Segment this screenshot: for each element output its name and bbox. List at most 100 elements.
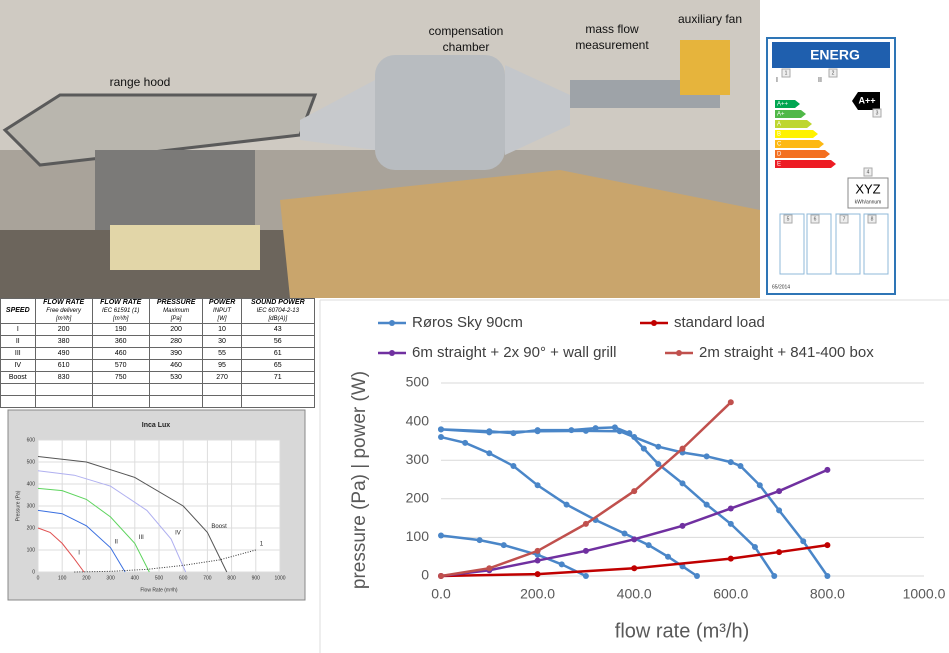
workbench [280,170,760,298]
number-box [810,214,820,224]
data-point [582,520,589,527]
table-cell: 71 [240,371,316,384]
series-label: II [115,539,119,545]
data-point [616,428,623,435]
table-cell: 360 [91,335,150,348]
photo-label: auxiliary fan [678,12,742,26]
regulation: 65/2014 [772,284,790,290]
data-point [563,501,570,508]
series-line [74,549,256,573]
data-point [534,571,541,578]
icon-box [835,213,861,275]
series-line [37,487,150,573]
energy-class-bar [775,110,806,118]
duct-cone [300,80,375,150]
legend-label: 6m straight + 2x 90° + wall grill [412,344,616,361]
data-point [737,462,744,469]
number-box [872,108,882,118]
table-cell: I [0,323,36,336]
data-point [438,573,444,579]
data-point [486,450,493,457]
series-label: Boost [211,524,227,530]
series-line [440,468,828,578]
energy-class: A [777,122,781,128]
series-line [37,509,126,573]
duct-cone [505,65,570,155]
table-cell: III [0,347,36,360]
data-point [703,453,710,460]
data-point [500,542,507,549]
table-cell: 830 [34,371,93,384]
data-point [631,565,638,572]
photo-label: compensation [429,24,504,38]
data-point [727,505,734,512]
series-label: 1 [260,542,264,548]
x-tick-label: 0 [37,575,40,581]
data-point [824,542,831,549]
icon-box [806,213,832,275]
data-point [776,549,783,556]
data-point [476,537,483,544]
spec-table: SPEED FLOW RATE Free delivery [m³/h] FLOW RA… [0,298,316,408]
empty-cell [148,383,204,396]
data-point [462,439,469,446]
series-label: I [78,550,80,556]
legend-label: 2m straight + 841-400 box [699,344,874,361]
table-cell: 570 [91,359,150,372]
series-line [37,470,187,573]
legend-marker [676,350,682,356]
data-point [679,480,686,487]
empty-cell [148,395,204,408]
x-tick-label: 200 [82,575,91,581]
table-cell: 95 [202,359,242,372]
data-point [582,573,589,579]
header-line: [dB(A)] [268,316,288,322]
number-box [867,214,877,224]
table-cell: 10 [202,323,242,336]
table-cell: 200 [148,323,204,336]
data-point [727,399,734,406]
data-point [621,530,628,537]
photo-label: mass flow [585,22,639,36]
y-tick-label: 400 [27,481,36,487]
header-line: POWER [208,299,236,306]
x-tick-label: 100 [58,575,67,581]
roman: I [776,77,778,84]
photo-labels: range hood compensation chamber mass flow me… [110,12,742,89]
data-point [626,430,633,437]
legend-label: Røros Sky 90cm [412,314,523,331]
column-header: PRESSURE Maximum [Pa] [148,298,204,324]
data-point [655,443,662,450]
column-header: FLOW RATE IEC 61591 (1) [m³/h] [91,298,150,324]
number-box [828,68,838,78]
data-point [679,522,686,529]
x-tick-label: 500 [155,575,164,581]
compensation-chamber [375,55,505,170]
table-cell: IV [0,359,36,372]
energy-class: E [777,162,781,168]
x-tick-label: 400 [131,575,140,581]
table-cell: 390 [148,347,204,360]
data-point [631,488,638,495]
x-tick-label: 600 [179,575,188,581]
x-tick-label: 200.0 [520,586,555,602]
energy-class: A++ [777,102,789,108]
data-point [438,434,444,441]
y-tick-label: 100 [406,528,430,544]
table-cell: 460 [91,347,150,360]
x-tick-label: 300 [106,575,115,581]
data-point [640,445,647,452]
box-number: 6 [814,216,817,222]
header-line: IEC 60704-2-13 [256,308,299,314]
icon-box [779,213,805,275]
table-cell: 490 [34,347,93,360]
data-point [534,428,541,435]
series-line [37,456,228,573]
table-cell: 270 [202,371,242,384]
header-line: SOUND POWER [250,299,305,306]
number-box [863,167,873,177]
x-tick-label: 400.0 [617,586,652,602]
column-header: SOUND POWER IEC 60704-2-13 [dB(A)] [240,298,316,324]
data-point [776,507,783,514]
